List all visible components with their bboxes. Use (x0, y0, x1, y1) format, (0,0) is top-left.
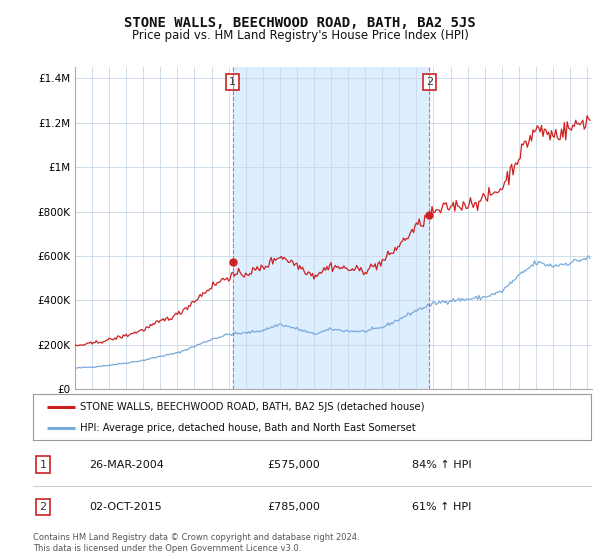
Text: 02-OCT-2015: 02-OCT-2015 (89, 502, 161, 512)
Text: 1: 1 (229, 77, 236, 87)
Text: 2: 2 (425, 77, 433, 87)
Text: £785,000: £785,000 (268, 502, 320, 512)
Text: 2: 2 (40, 502, 47, 512)
Text: STONE WALLS, BEECHWOOD ROAD, BATH, BA2 5JS: STONE WALLS, BEECHWOOD ROAD, BATH, BA2 5… (124, 16, 476, 30)
Text: £575,000: £575,000 (268, 460, 320, 469)
Text: STONE WALLS, BEECHWOOD ROAD, BATH, BA2 5JS (detached house): STONE WALLS, BEECHWOOD ROAD, BATH, BA2 5… (80, 402, 425, 412)
Bar (233, 67, 429, 389)
Text: Contains HM Land Registry data © Crown copyright and database right 2024.
This d: Contains HM Land Registry data © Crown c… (33, 533, 359, 553)
Text: 26-MAR-2004: 26-MAR-2004 (89, 460, 164, 469)
Text: 61% ↑ HPI: 61% ↑ HPI (412, 502, 472, 512)
Text: 84% ↑ HPI: 84% ↑ HPI (412, 460, 472, 469)
Text: HPI: Average price, detached house, Bath and North East Somerset: HPI: Average price, detached house, Bath… (80, 423, 416, 433)
Text: 1: 1 (40, 460, 47, 469)
Text: Price paid vs. HM Land Registry's House Price Index (HPI): Price paid vs. HM Land Registry's House … (131, 29, 469, 42)
